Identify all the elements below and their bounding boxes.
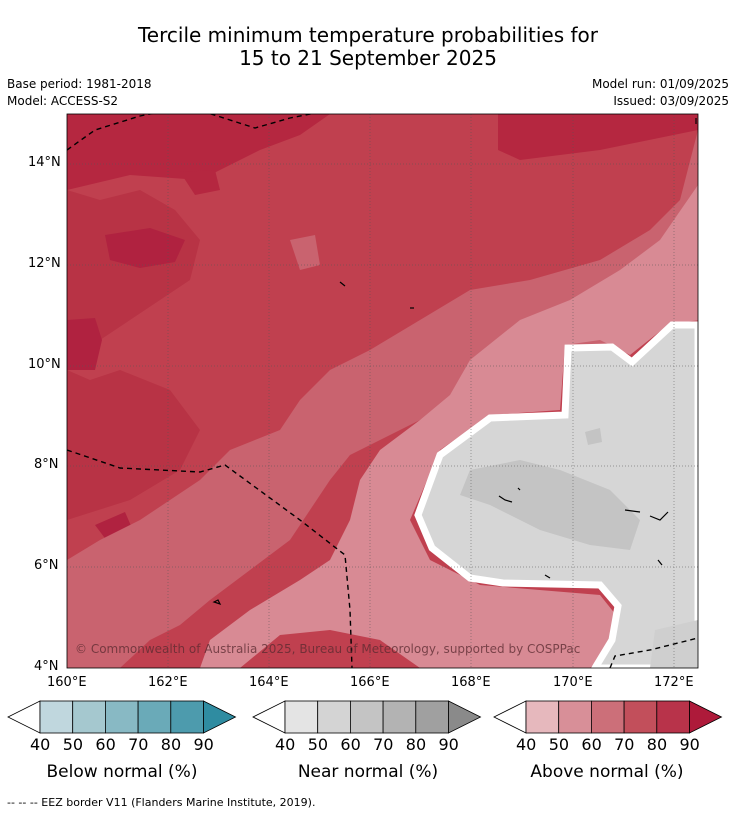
field-near-50 xyxy=(460,460,640,550)
model-name: Model: ACCESS-S2 xyxy=(7,94,119,108)
colorbar-tick: 40 xyxy=(516,735,537,754)
field-above-80-ne xyxy=(498,114,698,160)
map-fields: © Commonwealth of Australia 2025, Bureau… xyxy=(67,114,698,668)
colorbar-tick: 60 xyxy=(95,735,116,754)
colorbar-tick: 50 xyxy=(307,735,329,754)
colorbar-segment xyxy=(382,700,417,734)
lon-tick: 164°E xyxy=(249,675,289,690)
colorbar-under-triangle xyxy=(252,700,286,734)
colorbar-segment xyxy=(623,700,658,734)
colorbar-above-normal xyxy=(493,700,723,734)
copyright-text: © Commonwealth of Australia 2025, Bureau… xyxy=(75,642,580,656)
lat-tick: 10°N xyxy=(28,357,61,372)
lon-tick: 168°E xyxy=(451,675,491,690)
field-above-90-1 xyxy=(105,228,185,268)
field-above-60 xyxy=(67,130,698,668)
eez-borders xyxy=(67,114,698,668)
lon-tick: 166°E xyxy=(350,675,390,690)
graticule xyxy=(67,114,698,668)
colorbar-segment xyxy=(317,700,351,734)
lon-tick: 172°E xyxy=(654,675,694,690)
colorbar-under-triangle xyxy=(7,700,41,734)
lat-tick: 4°N xyxy=(34,659,59,674)
colorbar-below-normal xyxy=(7,700,237,734)
lon-tick: 170°E xyxy=(553,675,593,690)
field-patch-1 xyxy=(290,235,320,270)
colorbar-segment xyxy=(415,700,449,734)
colorbar-segment xyxy=(72,700,106,734)
colorbar-tick: 70 xyxy=(614,735,635,754)
colorbar-tick: 80 xyxy=(646,735,668,754)
field-above-90-2 xyxy=(67,318,102,370)
colorbar-tick: 80 xyxy=(405,735,427,754)
colorbar-tick: 50 xyxy=(548,735,570,754)
lat-tick: 8°N xyxy=(34,457,59,472)
lat-tick: 14°N xyxy=(28,155,61,170)
colorbar-segment xyxy=(39,700,74,734)
colorbar-tick: 40 xyxy=(275,735,296,754)
colorbar-label-below: Below normal (%) xyxy=(46,762,198,782)
colorbar-tick: 90 xyxy=(679,735,700,754)
field-above-80-north xyxy=(67,114,330,190)
map-frame xyxy=(66,113,699,669)
colorbar-tick: 70 xyxy=(128,735,149,754)
colorbar-over-triangle xyxy=(203,700,237,734)
map-title-line2: 15 to 21 September 2025 xyxy=(239,46,497,70)
colorbar-tick: 50 xyxy=(62,735,84,754)
colorbar-tick: 90 xyxy=(438,735,459,754)
colorbar-segment xyxy=(284,700,319,734)
colorbar-tick: 60 xyxy=(581,735,602,754)
model-run: Model run: 01/09/2025 xyxy=(591,77,729,91)
base-period: Base period: 1981-2018 xyxy=(7,77,152,91)
colorbar-segment xyxy=(105,700,139,734)
colorbar-tick: 70 xyxy=(373,735,394,754)
colorbar-under-triangle xyxy=(493,700,527,734)
lat-tick: 12°N xyxy=(28,256,61,271)
colorbar-tick: 80 xyxy=(160,735,182,754)
colorbar-tick: 60 xyxy=(340,735,361,754)
lon-tick: 160°E xyxy=(47,675,87,690)
islands xyxy=(212,118,697,606)
field-above-50 xyxy=(200,185,698,668)
issued-date: Issued: 03/09/2025 xyxy=(613,94,729,108)
colorbar-label-above: Above normal (%) xyxy=(530,762,684,782)
colorbar-segment xyxy=(137,700,172,734)
colorbar-label-near: Near normal (%) xyxy=(297,762,439,782)
colorbar-tick: 90 xyxy=(193,735,214,754)
lon-tick: 162°E xyxy=(148,675,188,690)
colorbar-segment xyxy=(656,700,690,734)
colorbar-tick: 40 xyxy=(30,735,51,754)
colorbar-segment xyxy=(558,700,592,734)
eez-footnote: -- -- -- EEZ border V11 (Flanders Marine… xyxy=(7,796,316,809)
map-title-line1: Tercile minimum temperature probabilitie… xyxy=(137,23,599,47)
probability-map: © Commonwealth of Australia 2025, Bureau… xyxy=(66,113,699,669)
lat-tick: 6°N xyxy=(34,558,59,573)
colorbars xyxy=(7,700,723,734)
colorbar-near-normal xyxy=(252,700,482,734)
colorbar-segment xyxy=(170,700,204,734)
field-near-50-small xyxy=(585,428,602,445)
field-patch-2 xyxy=(180,170,220,195)
colorbar-over-triangle xyxy=(689,700,723,734)
colorbar-segment xyxy=(349,700,384,734)
colorbar-segment xyxy=(591,700,625,734)
field-above-80-sw xyxy=(67,370,200,520)
colorbar-segment xyxy=(525,700,560,734)
colorbar-over-triangle xyxy=(448,700,482,734)
